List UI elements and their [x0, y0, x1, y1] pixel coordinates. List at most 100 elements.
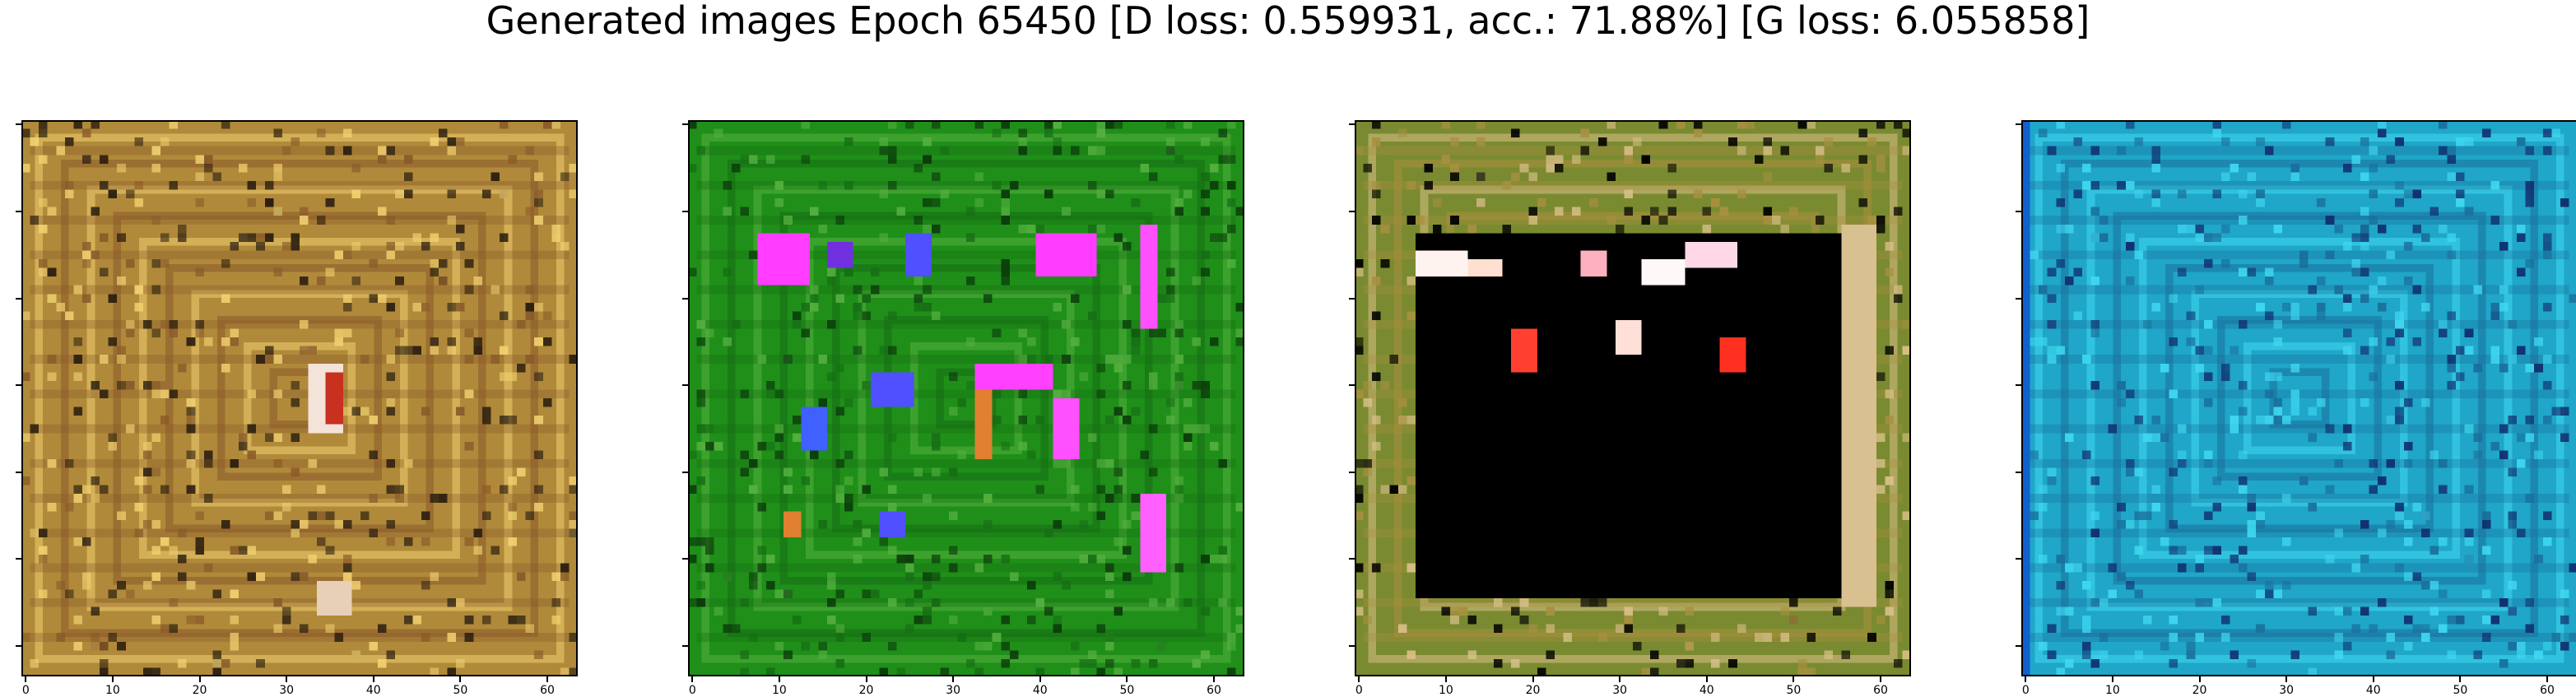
- x-tick-mark: [2285, 676, 2288, 682]
- y-tick-mark: [682, 558, 688, 560]
- y-tick-mark: [682, 123, 688, 126]
- x-tick-mark: [372, 676, 374, 682]
- image-feature: [1467, 259, 1503, 277]
- x-tick-mark: [2372, 676, 2374, 682]
- image-feature: [827, 241, 853, 268]
- x-tick-mark: [1619, 676, 1621, 682]
- x-tick-label: 50: [1119, 684, 1135, 697]
- x-tick-label: 0: [21, 684, 30, 697]
- x-tick-label: 0: [2021, 684, 2030, 697]
- image-feature: [879, 511, 906, 537]
- x-tick-mark: [1039, 676, 1041, 682]
- y-tick-mark: [2016, 558, 2021, 560]
- x-tick-label: 60: [2540, 684, 2555, 697]
- x-tick-label: 20: [1525, 684, 1541, 697]
- x-tick-label: 10: [105, 684, 120, 697]
- x-tick-mark: [2198, 676, 2201, 682]
- y-tick-mark: [16, 645, 21, 648]
- x-tick-mark: [1705, 676, 1708, 682]
- x-tick-mark: [1213, 676, 1216, 682]
- image-feature: [974, 363, 1053, 390]
- figure-title: Generated images Epoch 65450 [D loss: 0.…: [486, 0, 2090, 43]
- x-tick-label: 40: [2365, 684, 2381, 697]
- x-tick-mark: [778, 676, 780, 682]
- x-tick-mark: [1358, 676, 1360, 682]
- x-tick-mark: [25, 676, 27, 682]
- x-tick-mark: [2111, 676, 2113, 682]
- image-feature: [1580, 250, 1607, 277]
- x-tick-label: 10: [1438, 684, 1453, 697]
- x-tick-label: 20: [192, 684, 207, 697]
- generated-image-2: [688, 120, 1244, 676]
- generated-image-1: [21, 120, 578, 676]
- image-feature: [974, 389, 993, 459]
- x-tick-mark: [2546, 676, 2549, 682]
- x-tick-mark: [286, 676, 288, 682]
- y-tick-mark: [16, 210, 21, 212]
- image-feature: [1140, 494, 1166, 573]
- x-tick-label: 0: [688, 684, 696, 697]
- x-tick-mark: [1793, 676, 1795, 682]
- x-tick-label: 40: [1699, 684, 1714, 697]
- y-tick-mark: [2016, 471, 2021, 473]
- image-feature: [1053, 398, 1080, 459]
- x-tick-mark: [546, 676, 549, 682]
- y-tick-mark: [1349, 384, 1355, 387]
- x-tick-label: 30: [279, 684, 295, 697]
- x-tick-mark: [952, 676, 955, 682]
- x-tick-label: 10: [771, 684, 787, 697]
- image-feature: [1841, 224, 1876, 607]
- y-tick-mark: [1349, 645, 1355, 648]
- y-tick-mark: [682, 471, 688, 473]
- x-tick-mark: [111, 676, 114, 682]
- image-feature: [905, 233, 932, 277]
- x-tick-label: 30: [2279, 684, 2295, 697]
- image-feature: [1511, 328, 1537, 373]
- generated-image-3: [1355, 120, 1911, 676]
- y-tick-mark: [2016, 297, 2021, 300]
- image-feature: [870, 372, 914, 407]
- x-tick-mark: [1126, 676, 1128, 682]
- y-tick-mark: [16, 297, 21, 300]
- y-tick-mark: [16, 123, 21, 126]
- x-tick-label: 30: [946, 684, 961, 697]
- y-tick-mark: [1349, 123, 1355, 126]
- x-tick-label: 0: [1355, 684, 1363, 697]
- x-tick-label: 10: [2104, 684, 2120, 697]
- image-feature: [757, 233, 810, 286]
- y-tick-mark: [1349, 471, 1355, 473]
- x-tick-mark: [198, 676, 201, 682]
- y-tick-mark: [682, 645, 688, 648]
- x-tick-mark: [2459, 676, 2462, 682]
- image-feature: [1641, 259, 1686, 286]
- image-feature: [1415, 233, 1842, 598]
- image-feature: [1615, 319, 1642, 355]
- x-tick-label: 60: [540, 684, 555, 697]
- x-tick-label: 50: [453, 684, 468, 697]
- y-tick-mark: [1349, 297, 1355, 300]
- x-tick-label: 30: [1612, 684, 1628, 697]
- x-tick-mark: [1880, 676, 1882, 682]
- x-tick-mark: [459, 676, 462, 682]
- y-tick-mark: [2016, 645, 2021, 648]
- x-tick-label: 40: [365, 684, 381, 697]
- generated-image-4: [2021, 120, 2576, 676]
- x-tick-label: 20: [858, 684, 874, 697]
- y-tick-mark: [682, 297, 688, 300]
- x-tick-mark: [691, 676, 694, 682]
- x-tick-label: 60: [1207, 684, 1221, 697]
- x-tick-label: 50: [1786, 684, 1802, 697]
- y-tick-mark: [682, 384, 688, 387]
- x-tick-mark: [2025, 676, 2027, 682]
- image-feature: [1035, 233, 1097, 277]
- y-tick-mark: [2016, 210, 2021, 212]
- image-feature: [1415, 250, 1468, 277]
- y-tick-mark: [16, 471, 21, 473]
- image-feature: [801, 407, 827, 451]
- x-tick-mark: [1444, 676, 1447, 682]
- x-tick-label: 50: [2453, 684, 2468, 697]
- y-tick-mark: [1349, 558, 1355, 560]
- y-tick-mark: [2016, 384, 2021, 387]
- image-feature: [1719, 337, 1746, 373]
- image-feature: [1685, 241, 1737, 268]
